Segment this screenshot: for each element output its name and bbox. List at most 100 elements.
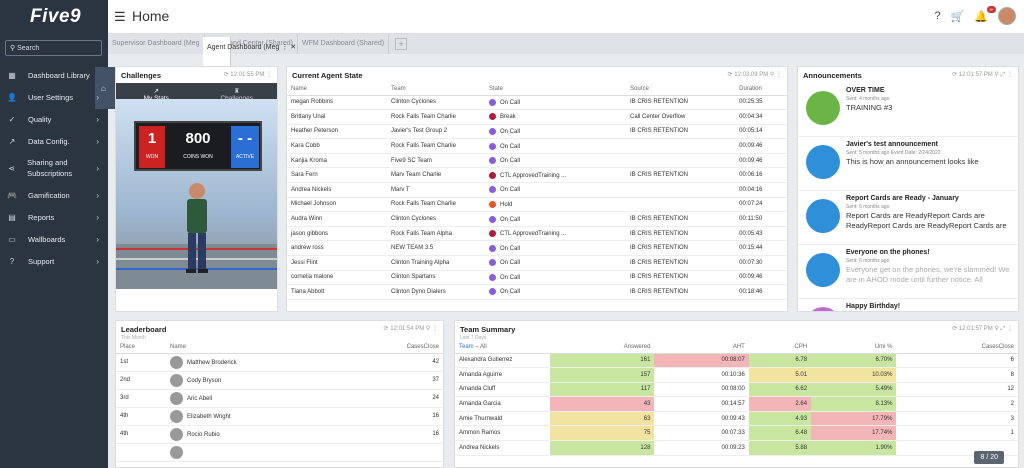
table-row[interactable]: Ammon Ramos 75 00:07:33 6.48 17.74% 1 [455, 425, 1018, 442]
sidebar-item-gamification[interactable]: 🎮 Gamification › [0, 184, 108, 206]
table-row[interactable]: Andrea Nickels 128 00:09:23 5.88 1.90% [455, 440, 1018, 456]
table-cell: Alexandra Gutierrez [455, 353, 550, 369]
table-cell: 17.79% [811, 411, 897, 427]
table-row[interactable]: Andrea Nickels Marv T On Call 00:04:16 [287, 182, 787, 198]
col-header[interactable]: Place [116, 341, 166, 354]
table-row[interactable]: Amanda Aguirre 157 00:10:36 5.01 10.03% 8 [455, 367, 1018, 383]
notification-badge: 9+ [987, 5, 996, 13]
tab-wfm-dashboard[interactable]: WFM Dashboard (Shared) [298, 34, 390, 54]
sidebar-item-sharing-and-subscriptions[interactable]: ⋖ Sharing and Subscriptions › [0, 152, 108, 184]
announcement-title: Report Cards are Ready - January [846, 195, 959, 202]
table-row[interactable]: Kanjia Kroma Five9 SC Team On Call 00:09:46 [287, 153, 787, 169]
tab-supervisor-dashboard[interactable]: Supervisor Dashboard (Meg [108, 34, 205, 54]
table-row[interactable]: Tiana Abbott Clinton Dyno Dialers On Call I… [287, 284, 787, 300]
col-header[interactable]: Answered [550, 341, 655, 354]
tab-challenges[interactable]: ♜Challenges [197, 83, 278, 103]
col-header[interactable]: Name [287, 83, 387, 96]
table-cell: andrew ross [287, 240, 387, 257]
announcement-item[interactable]: Javier's test announcement Sent: 5 months… [798, 137, 1018, 191]
sidebar-item-support[interactable]: ? Support › [0, 250, 108, 272]
announcement-body: Everyone get on the phones, we're slamme… [846, 265, 1010, 284]
name-cell: Matthew Broderick [166, 353, 346, 372]
search-input[interactable]: ⚲ Search [5, 40, 102, 56]
cell-text: Marv T [391, 186, 410, 193]
team-header[interactable]: Team [459, 343, 474, 350]
col-header[interactable]: State [485, 83, 626, 96]
close-icon[interactable]: ✕ [290, 44, 297, 51]
sidebar-item-wallboards[interactable]: ▭ Wallboards › [0, 228, 108, 250]
time-text: 12:01:57 PM [958, 72, 993, 78]
table-row[interactable]: 3rd Aric Abell 24 [116, 389, 443, 408]
table-row[interactable]: Amie Thurnwald 63 00:09:43 4.93 17.79% 3 [455, 411, 1018, 427]
table-row[interactable]: 2nd Cody Bryson 37 [116, 371, 443, 390]
table-row[interactable]: Audra Winn Clinton Cyclones On Call IB CRIS… [287, 211, 787, 227]
table-row[interactable]: Amanda Cluff 117 00:08:00 6.62 5.49% 12 [455, 382, 1018, 398]
page-title: Home [132, 8, 170, 24]
bell-icon[interactable]: 🔔 9+ [974, 5, 996, 23]
table-row[interactable]: megan Robbins Clinton Cyclones On Call IB C… [287, 95, 787, 111]
col-header[interactable]: Name [166, 341, 346, 354]
announcement-item[interactable]: Everyone on the phones! Sent: 6 months ag… [798, 245, 1018, 299]
cell-text: Call Center Overflow [629, 113, 686, 120]
more-icon[interactable]: ⋮ [281, 44, 289, 51]
sidebar-item-dashboard-library[interactable]: ▦ Dashboard Library [0, 64, 108, 86]
table-cell: 6.48 [748, 425, 812, 442]
table-row[interactable]: andrew ross NEW TEAM 3.5 On Call IB CRIS RE… [287, 240, 787, 257]
sidebar-item-reports[interactable]: ▤ Reports › [0, 206, 108, 228]
table-row[interactable]: 1st Matthew Broderick 42 [116, 353, 443, 372]
table-cell [625, 153, 736, 169]
refresh-time: ⟳ 12:01:54 PM ⚲ ⋮ [383, 326, 438, 332]
cell-text: On Call [500, 289, 521, 296]
table-row[interactable]: Michael Johnson Rock Falls Team Charlie Ho… [287, 197, 787, 213]
table-row[interactable]: cornelia malone Clinton Spartans On Call IB… [287, 270, 787, 286]
agent-state-panel: Current Agent State ⟳ 12:03:09 PM ⚲ ⋮ Nam… [286, 66, 788, 312]
help-icon[interactable]: ? [934, 10, 941, 22]
col-header[interactable]: Source [625, 83, 736, 96]
table-cell: 00:09:43 [654, 411, 749, 427]
menu-icon[interactable]: ☰ [114, 9, 126, 24]
top-bar: ☰ Home ? 🛒 🔔 9+ [108, 0, 1024, 34]
table-row[interactable]: Kara Cobb Rock Falls Team Charlie On Call 0… [287, 138, 787, 154]
sidebar-item-data-config-[interactable]: ↗ Data Config. › [0, 130, 108, 152]
cell-text: Cody Bryson [187, 377, 222, 384]
sidebar-item-quality[interactable]: ✓ Quality › [0, 108, 108, 130]
cart-icon[interactable]: 🛒 [950, 10, 965, 23]
table-row[interactable] [116, 443, 443, 462]
table-row[interactable]: jason gibbons Rock Falls Team Alpha CTL Ap… [287, 226, 787, 242]
agent-avatar-figure [186, 183, 208, 273]
col-header[interactable]: Duration [735, 83, 787, 96]
table-row[interactable]: Alexandra Gutierrez 161 00:08:07 6.78 6.70% 6 [455, 353, 1018, 369]
table-cell: 00:07:33 [654, 425, 749, 442]
announcement-item[interactable]: Happy Birthday! [798, 299, 1018, 311]
table-cell: IB CRIS RETENTION [625, 255, 736, 271]
table-cell: 5.88 [748, 440, 812, 456]
cell-text: 00:18:46 [739, 289, 763, 296]
col-header[interactable]: CasesClose [896, 341, 1018, 354]
table-row[interactable]: Amanda Garcia 43 00:14:57 2.64 8.13% 2 [455, 396, 1018, 412]
table-cell: On Call [485, 270, 626, 286]
sidebar-item-user-settings[interactable]: 👤 User Settings › [0, 86, 108, 108]
table-row[interactable]: 4th Elizabeth Wright 16 [116, 407, 443, 426]
announcement-icon [806, 199, 840, 233]
table-row[interactable]: Heather Peterson Javier's Test Group 2 On … [287, 124, 787, 140]
col-header[interactable]: Umi % [811, 341, 897, 354]
col-header[interactable]: Team [387, 83, 485, 96]
col-header[interactable]: AHT [654, 341, 749, 354]
table-cell: Five9 SC Team [387, 153, 485, 169]
table-row[interactable]: Sara Fern Marv Team Charlie CTL ApprovedTr… [287, 167, 787, 184]
table-row[interactable]: 4th Rocio Rubio 16 [116, 425, 443, 444]
all-header[interactable]: All [480, 343, 487, 350]
add-tab-button[interactable]: + [395, 38, 408, 50]
table-row[interactable]: Jessi Flint Clinton Training Alpha On Call… [287, 255, 787, 271]
user-avatar[interactable] [998, 7, 1016, 25]
table-cell: 17.74% [811, 425, 897, 442]
col-header[interactable]: Team – All [455, 341, 550, 354]
tab-command-center[interactable]: Command Center (Shared) [205, 34, 298, 54]
col-header[interactable]: CasesClose [345, 341, 443, 354]
table-row[interactable]: Brittany Unal Rock Falls Team Charlie Brea… [287, 109, 787, 125]
gamepad-icon: 🎮 [7, 190, 17, 200]
announcement-item[interactable]: OVER TIME Sent: 4 months ago TRAINING #3 [798, 83, 1018, 137]
col-header[interactable]: CPH [748, 341, 812, 354]
announcement-item[interactable]: Report Cards are Ready - January Sent: 6 … [798, 191, 1018, 245]
place-cell [116, 443, 166, 462]
